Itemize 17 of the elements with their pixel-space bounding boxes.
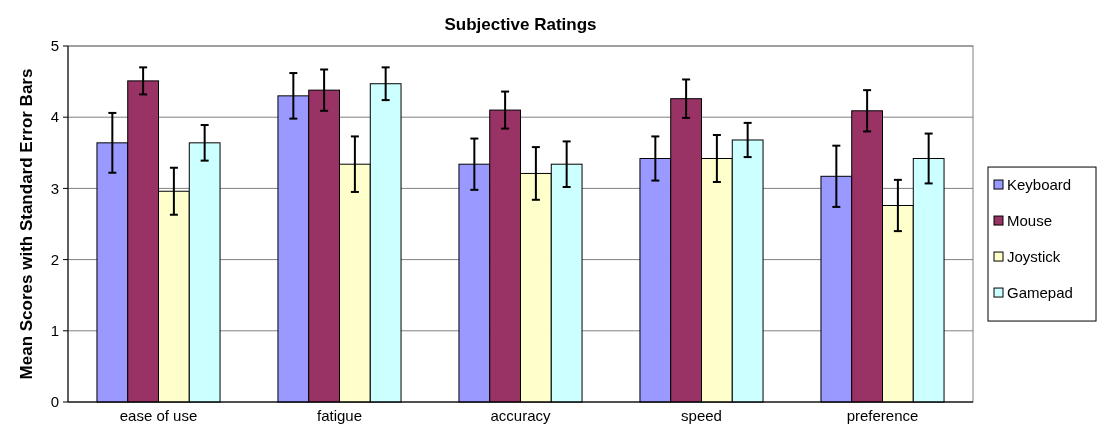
x-tick-label: speed — [681, 407, 722, 424]
legend-label: Joystick — [1007, 248, 1061, 266]
x-tick-label: ease of use — [119, 407, 198, 424]
x-tick-label: accuracy — [490, 407, 552, 424]
y-tick-label: 0 — [50, 393, 59, 411]
legend-label: Gamepad — [1007, 284, 1073, 302]
chart-title: Subjective Ratings — [444, 15, 597, 34]
x-tick-label: preference — [846, 407, 919, 424]
legend-label: Mouse — [1007, 212, 1053, 230]
y-axis-title: Mean Scores with Standard Error Bars — [17, 68, 36, 380]
legend-label: Keyboard — [1007, 176, 1072, 194]
y-tick-label: 1 — [50, 322, 59, 340]
x-tick-label: fatigue — [316, 407, 363, 424]
y-tick-label: 2 — [50, 250, 59, 268]
y-tick-label: 4 — [50, 108, 59, 126]
y-tick-label: 5 — [50, 37, 59, 55]
y-tick-label: 3 — [50, 179, 59, 197]
